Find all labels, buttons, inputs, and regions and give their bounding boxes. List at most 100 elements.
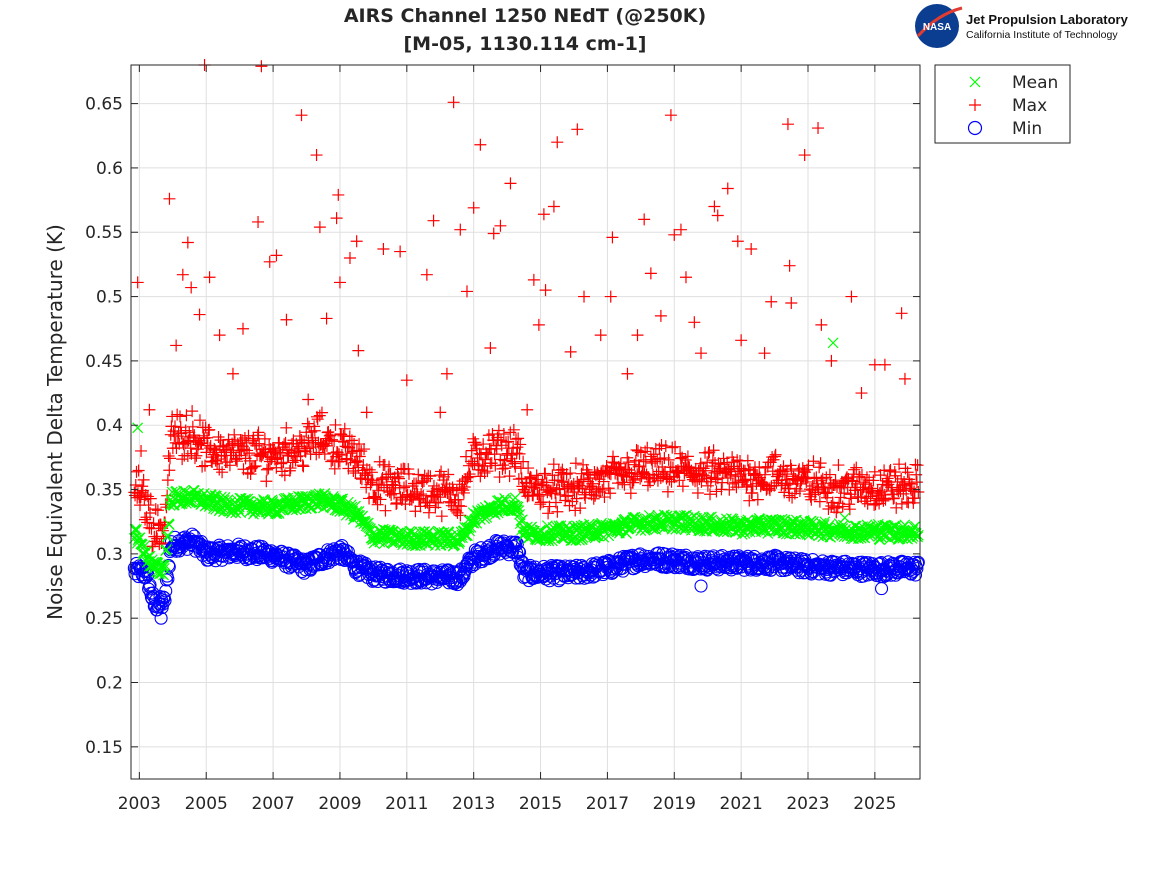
mean-point bbox=[805, 515, 817, 527]
max-point bbox=[415, 488, 428, 501]
max-point bbox=[306, 431, 319, 444]
max-point bbox=[353, 438, 366, 451]
max-point bbox=[507, 423, 520, 436]
max-outlier-point bbox=[711, 209, 724, 222]
legend: Mean Max Min bbox=[934, 64, 1071, 144]
max-point bbox=[769, 448, 782, 461]
max-point bbox=[196, 460, 209, 473]
max-point bbox=[145, 522, 158, 535]
max-outlier-point bbox=[638, 213, 651, 226]
max-point bbox=[547, 458, 560, 471]
max-outlier-point bbox=[252, 215, 265, 228]
nasa-meatball-icon bbox=[915, 4, 959, 48]
max-point bbox=[832, 459, 845, 472]
max-point bbox=[498, 454, 511, 467]
max-outlier-point bbox=[440, 367, 453, 380]
max-outlier-point bbox=[350, 235, 363, 248]
min-point bbox=[457, 569, 471, 583]
max-point bbox=[252, 426, 265, 439]
max-point bbox=[879, 493, 892, 506]
max-point bbox=[409, 505, 422, 518]
max-point bbox=[522, 462, 535, 475]
max-point bbox=[683, 461, 696, 474]
max-outlier-point bbox=[377, 242, 390, 255]
mean-point bbox=[591, 530, 603, 542]
max-point bbox=[251, 429, 264, 442]
max-point bbox=[726, 451, 739, 464]
mean-point bbox=[161, 544, 172, 555]
max-point bbox=[295, 434, 308, 447]
max-point bbox=[144, 492, 157, 505]
data-layer bbox=[127, 59, 925, 625]
max-outlier-point bbox=[695, 347, 708, 360]
max-point bbox=[815, 474, 828, 487]
max-point bbox=[570, 492, 583, 505]
max-point bbox=[624, 487, 637, 500]
max-point bbox=[858, 495, 871, 508]
min-point bbox=[911, 555, 925, 569]
max-outlier-point bbox=[679, 271, 692, 284]
max-point bbox=[723, 483, 736, 496]
max-point bbox=[724, 468, 737, 481]
x-tick-label: 2003 bbox=[118, 794, 161, 814]
max-point bbox=[741, 454, 754, 467]
mean-point bbox=[656, 517, 667, 529]
mean-point bbox=[434, 526, 446, 538]
min-outlier-point bbox=[154, 611, 168, 625]
max-point bbox=[365, 476, 378, 489]
max-point bbox=[342, 462, 355, 475]
max-point bbox=[412, 468, 425, 481]
max-outlier-point bbox=[878, 358, 891, 371]
max-point bbox=[500, 436, 513, 449]
max-point bbox=[607, 450, 620, 463]
max-point bbox=[614, 457, 627, 470]
jpl-logo: NASA Jet Propulsion Laboratory Californi… bbox=[915, 4, 1129, 48]
max-point bbox=[351, 455, 364, 468]
mean-point bbox=[678, 510, 690, 522]
max-point bbox=[195, 437, 208, 450]
max-point bbox=[162, 450, 175, 463]
max-point bbox=[248, 460, 261, 473]
min-point bbox=[277, 546, 291, 560]
max-point bbox=[431, 488, 444, 501]
max-point bbox=[868, 465, 881, 478]
max-point bbox=[209, 454, 222, 467]
mean-point bbox=[157, 559, 169, 571]
min-point bbox=[143, 578, 157, 592]
max-outlier-point bbox=[332, 188, 345, 201]
max-point bbox=[503, 470, 516, 483]
max-point bbox=[383, 460, 396, 473]
min-point bbox=[156, 597, 170, 611]
max-point bbox=[186, 405, 199, 418]
max-point bbox=[139, 513, 152, 526]
max-point bbox=[722, 463, 735, 476]
legend-label: Mean bbox=[1012, 73, 1058, 93]
axis-ticks: 2003 2005 2007 2009 2011 2013 2015 2017 2019 2021… bbox=[85, 65, 920, 814]
y-tick-label: 0.4 bbox=[96, 416, 123, 436]
max-point bbox=[606, 456, 619, 469]
max-outlier-point bbox=[460, 285, 473, 298]
max-point bbox=[435, 465, 448, 478]
nasa-badge-text: NASA bbox=[923, 22, 951, 33]
max-point bbox=[731, 454, 744, 467]
max-outlier-point bbox=[394, 245, 407, 258]
max-point bbox=[228, 428, 241, 441]
max-point bbox=[282, 449, 295, 462]
max-point bbox=[759, 461, 772, 474]
max-outlier-point bbox=[203, 271, 216, 284]
max-outlier-point bbox=[163, 192, 176, 205]
max-point bbox=[651, 453, 664, 466]
mean-point bbox=[514, 508, 525, 520]
mean-point bbox=[131, 523, 142, 535]
mean-point bbox=[548, 532, 560, 544]
max-point bbox=[893, 458, 906, 471]
legend-plus-marker-icon bbox=[969, 99, 981, 111]
max-point bbox=[172, 427, 185, 440]
max-point bbox=[706, 460, 719, 473]
max-point bbox=[214, 434, 227, 447]
max-outlier-point bbox=[527, 273, 540, 286]
max-outlier-point bbox=[176, 268, 189, 281]
max-point bbox=[778, 468, 791, 481]
max-point bbox=[435, 510, 448, 523]
max-outlier-point bbox=[474, 138, 487, 151]
